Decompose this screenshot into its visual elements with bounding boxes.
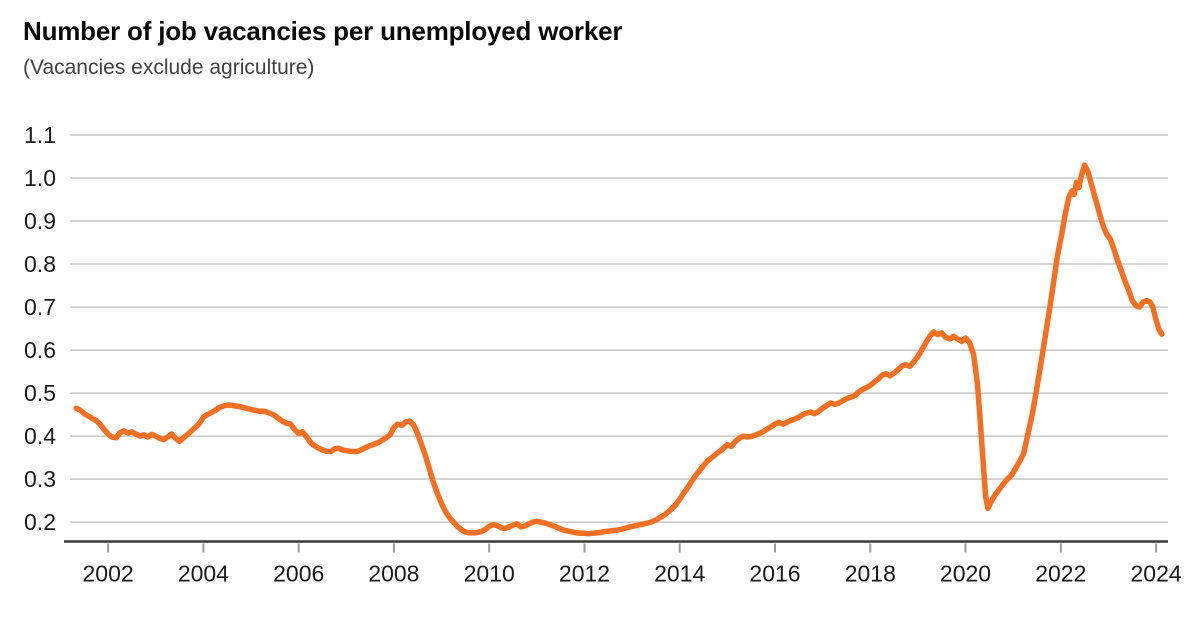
y-axis-label: 1.0	[24, 165, 56, 191]
y-axis-label: 0.2	[24, 509, 56, 535]
y-axis-label: 0.3	[24, 466, 56, 492]
x-axis-label: 2016	[749, 561, 800, 587]
x-axis-label: 2014	[654, 561, 705, 587]
series-line	[73, 162, 1165, 537]
x-axis-label: 2018	[845, 561, 896, 587]
y-axis-label: 0.7	[24, 294, 56, 320]
y-axis-label: 0.9	[24, 208, 56, 234]
chart-title: Number of job vacancies per unemployed w…	[23, 16, 623, 46]
y-axis-label: 1.1	[24, 122, 56, 148]
x-axis-label: 2002	[83, 561, 134, 587]
x-axis-label: 2024	[1131, 561, 1182, 587]
x-axis-label: 2022	[1035, 561, 1086, 587]
x-axis-label: 2006	[273, 561, 324, 587]
x-axis-label: 2010	[464, 561, 515, 587]
y-axis-label: 0.4	[24, 423, 56, 449]
y-axis-label: 0.5	[24, 380, 56, 406]
y-axis-label: 0.6	[24, 337, 56, 363]
chart-subtitle: (Vacancies exclude agriculture)	[23, 56, 315, 79]
x-axis-label: 2012	[559, 561, 610, 587]
x-axis-label: 2020	[940, 561, 991, 587]
y-axis-label: 0.8	[24, 251, 56, 277]
x-axis-label: 2004	[178, 561, 229, 587]
x-axis-label: 2008	[368, 561, 419, 587]
